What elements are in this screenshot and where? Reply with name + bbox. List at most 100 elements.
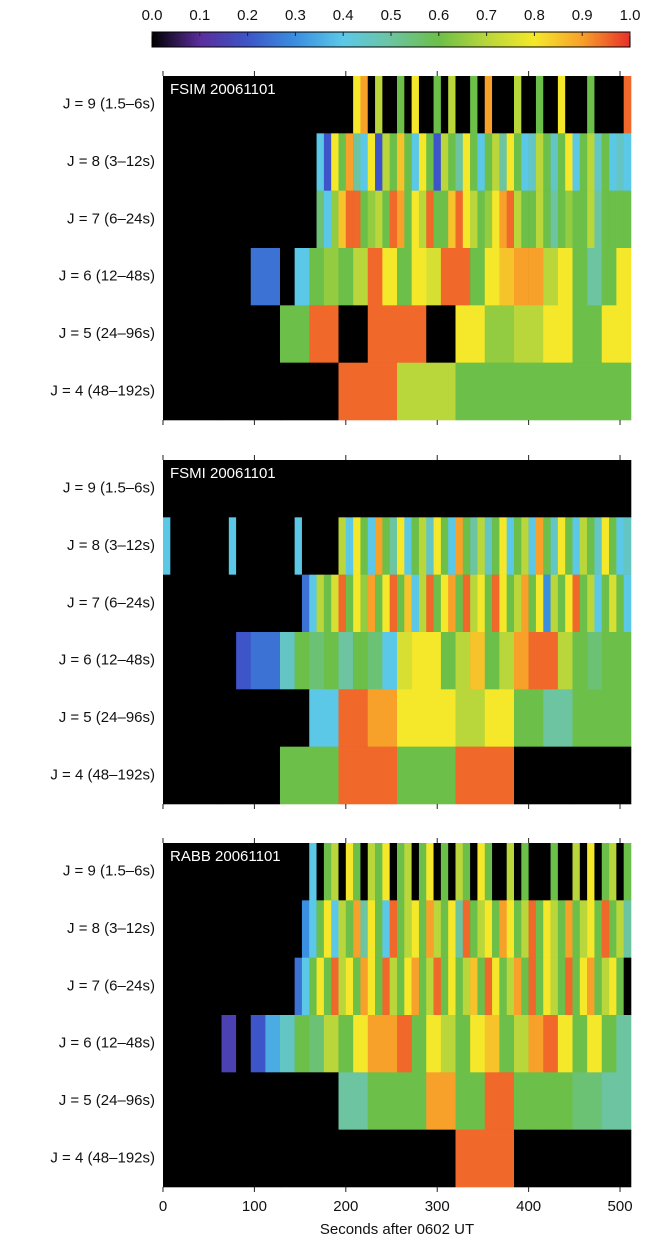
heatmap-cell (294, 76, 303, 134)
heatmap-cell (272, 190, 281, 249)
heatmap-cell (163, 1015, 178, 1073)
heatmap-cell (506, 574, 515, 633)
heatmap-cell (616, 1015, 632, 1073)
heatmap-cell (601, 843, 610, 901)
heatmap-cell (572, 133, 581, 191)
heatmap-cell (455, 1129, 515, 1188)
heatmap-cell (184, 460, 193, 518)
heatmap-cell (594, 190, 603, 249)
heatmap-cell (243, 517, 252, 575)
heatmap-cell (236, 843, 244, 901)
heatmap-cell (528, 133, 537, 191)
heatmap-cell (484, 133, 493, 191)
heatmap-cell (455, 362, 515, 421)
heatmap-cell (250, 76, 259, 134)
heatmap-cell (177, 957, 186, 1016)
heatmap-cell (616, 900, 624, 958)
heatmap-cell (192, 190, 200, 249)
heatmap-cell (389, 900, 398, 958)
heatmap-cell (492, 76, 500, 134)
heatmap-cell (389, 133, 398, 191)
heatmap-cell (323, 632, 339, 690)
heatmap-cell (367, 574, 376, 633)
heatmap-cell (345, 460, 354, 518)
colorbar-tick-label: 0.2 (237, 7, 258, 24)
row-label: J = 6 (12–48s) (59, 652, 155, 669)
heatmap-cell (499, 957, 507, 1016)
heatmap-cell (426, 305, 456, 363)
heatmap-cell (192, 1015, 208, 1073)
heatmap-cell (521, 190, 529, 249)
heatmap-cell (426, 900, 434, 958)
heatmap-cell (440, 460, 449, 518)
heatmap-cell (433, 76, 442, 134)
heatmap-cell (192, 133, 200, 191)
heatmap-cell (331, 460, 339, 518)
heatmap-cell (360, 76, 369, 134)
heatmap-cell (550, 843, 559, 901)
heatmap-cell (280, 900, 288, 958)
heatmap-cell (455, 133, 464, 191)
heatmap-cell (221, 517, 230, 575)
heatmap-cell (426, 133, 434, 191)
heatmap-cell (609, 957, 617, 1016)
heatmap-cell (331, 574, 339, 633)
heatmap-cell (163, 248, 178, 306)
heatmap-cell (506, 843, 515, 901)
heatmap-cell (294, 900, 303, 958)
heatmap-cell (192, 574, 200, 633)
heatmap-cell (543, 1015, 559, 1073)
heatmap-cell (375, 900, 383, 958)
panel-title: RABB 20061101 (170, 848, 281, 865)
x-tick-label: 100 (242, 1198, 267, 1215)
heatmap-cell (375, 574, 383, 633)
heatmap-cell (258, 843, 266, 901)
heatmap-cell (535, 574, 544, 633)
heatmap-cell (484, 76, 493, 134)
colorbar-tick-label: 1.0 (620, 7, 641, 24)
heatmap-cell (484, 1072, 515, 1130)
heatmap-cell (221, 632, 237, 690)
heatmap-cell (345, 957, 354, 1016)
heatmap-cell (572, 632, 588, 690)
heatmap-cell (448, 460, 456, 518)
heatmap-cell (455, 460, 464, 518)
heatmap-cell (367, 900, 376, 958)
heatmap-cell (192, 843, 200, 901)
heatmap-cell (484, 689, 515, 747)
heatmap-cell (397, 517, 405, 575)
heatmap-cell (572, 900, 581, 958)
heatmap-cell (572, 1072, 603, 1130)
heatmap-cell (192, 689, 222, 747)
heatmap-cell (543, 76, 551, 134)
heatmap-cell (514, 248, 529, 306)
heatmap-cell (499, 460, 507, 518)
heatmap-cell (258, 900, 266, 958)
heatmap-cell (514, 190, 522, 249)
heatmap-cell (345, 517, 354, 575)
heatmap-cell (294, 517, 303, 575)
heatmap-cell (280, 460, 288, 518)
heatmap-cell (280, 689, 310, 747)
heatmap-cell (594, 957, 603, 1016)
heatmap-cell (382, 632, 398, 690)
heatmap-cell (587, 517, 595, 575)
heatmap-cell (316, 133, 325, 191)
heatmap-cell (623, 574, 632, 633)
heatmap-cell (353, 517, 361, 575)
colorbar-tick-label: 0.8 (524, 7, 545, 24)
heatmap-cell (557, 574, 566, 633)
heatmap-cell (528, 632, 544, 690)
colorbar-tick-label: 0.7 (476, 7, 497, 24)
heatmap-cell (280, 632, 295, 690)
heatmap-cell (499, 517, 507, 575)
heatmap-cell (572, 305, 603, 363)
heatmap-cell (309, 689, 339, 747)
heatmap-cell (192, 632, 208, 690)
heatmap-cell (258, 133, 266, 191)
heatmap-cell (601, 632, 617, 690)
heatmap-cell (470, 133, 478, 191)
heatmap-cell (426, 843, 434, 901)
heatmap-cell (601, 1072, 632, 1130)
heatmap-cell (462, 190, 471, 249)
